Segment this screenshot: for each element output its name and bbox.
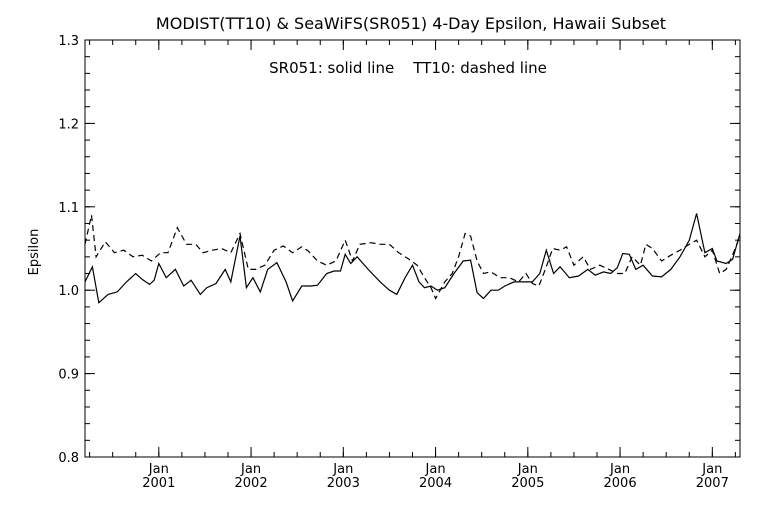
x-tick-month-label: Jan [148,462,169,477]
x-tick-year-label: 2003 [327,476,360,491]
x-tick-year-label: 2007 [696,476,729,491]
series-legend-annotation: SR051: solid line TT10: dashed line [269,59,547,77]
y-axis-label: Epsilon [27,229,42,276]
x-tick-month-label: Jan [425,462,446,477]
y-tick-label: 0.9 [58,368,79,383]
y-axis: 0.8 0.9 1.0 1.1 1.2 1.3 [58,34,740,466]
x-tick-year-label: 2001 [142,476,175,491]
y-tick-label: 1.1 [58,201,79,216]
x-tick-year-label: 2005 [511,476,544,491]
series-line-sr051 [84,213,741,304]
chart-title: MODIST(TT10) & SeaWiFS(SR051) 4-Day Epsi… [156,14,666,33]
x-tick-year-label: 2004 [419,476,452,491]
x-tick-month-label: Jan [240,462,261,477]
series-line-tt10 [84,214,741,300]
y-tick-label: 0.8 [58,451,79,466]
x-tick-month-label: Jan [517,462,538,477]
x-tick-year-label: 2002 [235,476,268,491]
y-tick-label: 1.2 [58,117,79,132]
x-tick-month-label: Jan [609,462,630,477]
x-tick-month-label: Jan [701,462,722,477]
series-group [84,213,741,304]
y-tick-label: 1.3 [58,34,79,49]
plot-frame [84,39,741,458]
y-tick-label: 1.0 [58,284,79,299]
x-tick-month-label: Jan [332,462,353,477]
x-axis: Jan2001Jan2002Jan2003Jan2004Jan2005Jan20… [89,40,736,491]
x-tick-year-label: 2006 [604,476,637,491]
